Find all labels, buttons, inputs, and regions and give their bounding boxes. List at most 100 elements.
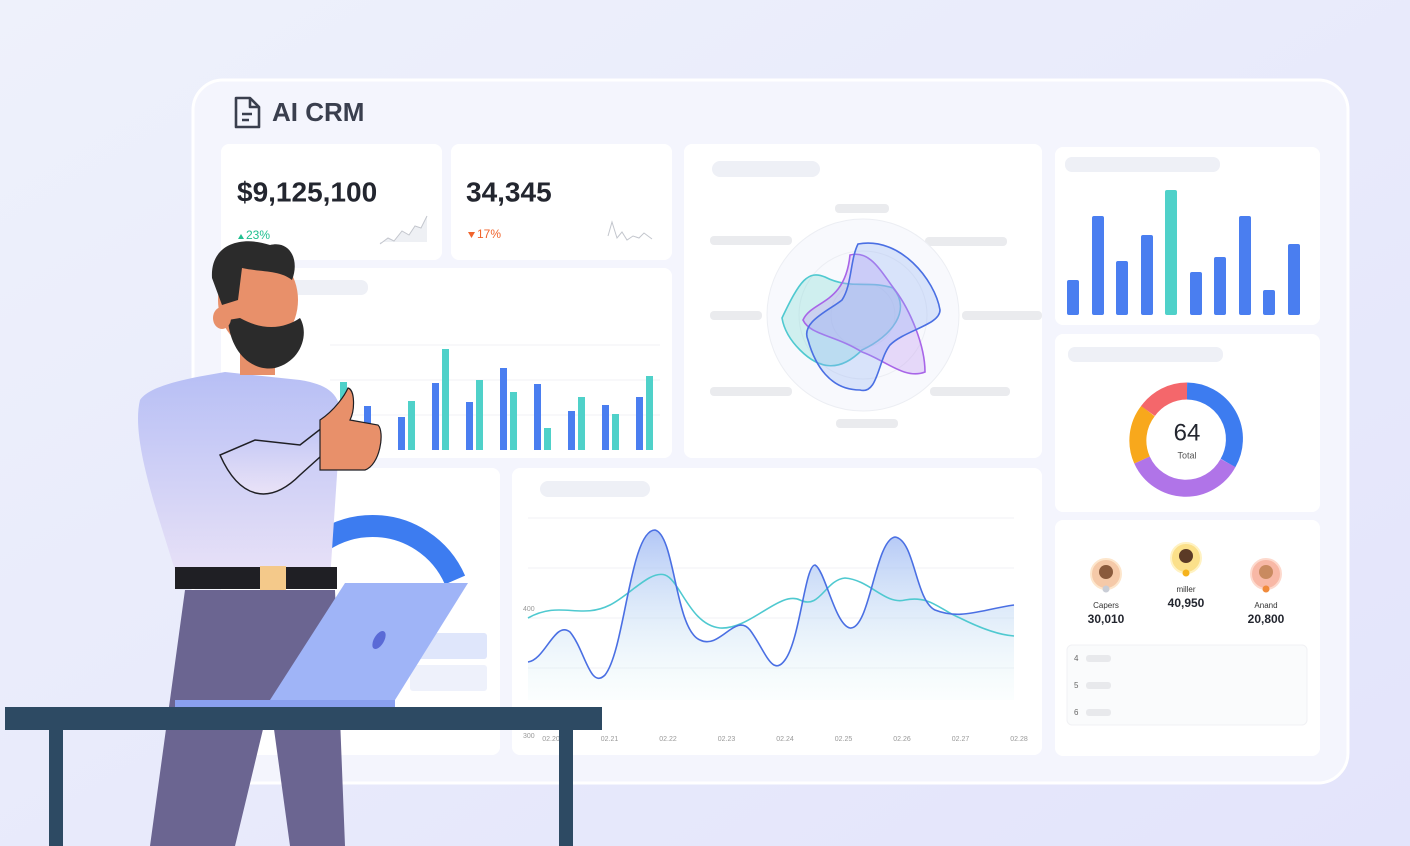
kpi-value: $9,125,100 xyxy=(237,176,377,207)
avatar xyxy=(1090,558,1122,593)
doc-icon-part xyxy=(234,96,261,129)
donut-part xyxy=(1129,405,1155,464)
avatar-part xyxy=(1259,565,1273,579)
bar-chart-part xyxy=(1092,216,1104,315)
donut-label: Total xyxy=(1177,450,1196,460)
radar-chart-part xyxy=(710,311,762,320)
down-arrow xyxy=(468,232,475,238)
grouped-bars-part xyxy=(398,417,405,450)
avatar xyxy=(1250,558,1282,593)
laptop-part xyxy=(372,630,386,650)
person-part xyxy=(260,566,286,590)
x-label: 02.20 xyxy=(542,736,560,743)
rank-number: 4 xyxy=(1074,654,1079,663)
up-arrow xyxy=(238,234,244,239)
line-chart-part xyxy=(540,481,650,497)
grouped-bars-part xyxy=(612,414,619,450)
grouped-bars-part xyxy=(500,368,507,450)
avatar-part xyxy=(1102,585,1110,593)
grouped-bars-part xyxy=(636,397,643,450)
x-label: 02.27 xyxy=(952,736,970,743)
y-label: 400 xyxy=(523,606,535,613)
rank-number: 6 xyxy=(1074,708,1079,717)
radar-chart-part xyxy=(802,253,926,375)
donut-part xyxy=(1141,382,1188,417)
radar-chart-part xyxy=(835,204,889,213)
kpi-card xyxy=(221,144,442,260)
radar-chart-part xyxy=(830,282,896,348)
leader-score: 30,010 xyxy=(1088,612,1125,626)
bar-chart-part xyxy=(1288,244,1300,315)
kpi-card xyxy=(451,144,672,260)
line-chart-part xyxy=(527,529,1015,679)
bar-chart-part xyxy=(1141,235,1153,315)
avatar-part xyxy=(1179,549,1193,563)
bar-chart-part xyxy=(1214,257,1226,315)
rank-number: 5 xyxy=(1074,681,1079,690)
grouped-bars-part xyxy=(476,380,483,450)
radar-chart-part xyxy=(962,311,1042,320)
bar-chart xyxy=(1065,157,1300,315)
bar-chart-part xyxy=(1190,272,1202,315)
avatar-part xyxy=(1099,565,1113,579)
placeholder xyxy=(1086,682,1111,689)
kpi-change: 17% xyxy=(477,227,501,241)
avatar xyxy=(1170,542,1202,577)
donut-value: 64 xyxy=(1174,419,1201,446)
bar-chart-part xyxy=(1116,261,1128,315)
laptop xyxy=(175,583,468,707)
doc-icon-part xyxy=(242,112,252,122)
donut-part xyxy=(1186,382,1243,468)
person-part xyxy=(228,318,304,369)
grouped-bars-part xyxy=(510,392,517,450)
person-part xyxy=(213,307,231,329)
x-labels: 02.20 02.21 02.22 02.23 02.24 02.25 02.26 02.27… xyxy=(542,736,1028,743)
x-label: 02.24 xyxy=(776,736,794,743)
sparkline xyxy=(380,216,427,244)
kpi-value: 34,345 xyxy=(466,176,552,207)
leader-score: 40,950 xyxy=(1168,596,1205,610)
radar-chart xyxy=(710,161,1042,428)
radar-chart-part xyxy=(712,161,820,177)
line-chart-part xyxy=(528,530,1014,700)
leader-score: 20,800 xyxy=(1248,612,1285,626)
donut-part xyxy=(1134,456,1236,497)
x-label: 02.23 xyxy=(718,736,736,743)
rank-list xyxy=(1066,644,1308,726)
bar-chart-part xyxy=(1065,157,1220,172)
grouped-bars-part xyxy=(442,349,449,450)
grouped-bars-part xyxy=(602,405,609,450)
app-title: AI CRM xyxy=(272,97,364,127)
laptop-part xyxy=(175,700,395,707)
person-part xyxy=(319,387,382,471)
person-part xyxy=(175,567,337,589)
grouped-bars-part xyxy=(578,397,585,450)
doc-icon xyxy=(234,96,261,129)
sparkline xyxy=(379,215,428,245)
radar-chart-part xyxy=(925,237,1007,246)
grouped-bars-part xyxy=(466,402,473,450)
grouped-bars-part xyxy=(568,411,575,450)
radar-chart-part xyxy=(805,242,941,392)
x-label: 02.22 xyxy=(659,736,677,743)
bar-chart-part xyxy=(1067,280,1079,315)
x-label: 02.28 xyxy=(1010,736,1028,743)
placeholder xyxy=(1086,709,1111,716)
grouped-bars-part xyxy=(408,401,415,450)
radar-chart-part xyxy=(710,236,792,245)
x-label: 02.25 xyxy=(835,736,853,743)
grouped-bars-part xyxy=(646,376,653,450)
doc-icon-part xyxy=(248,98,259,109)
line-chart-part xyxy=(527,573,1015,637)
x-label: 02.21 xyxy=(601,736,619,743)
bar-chart-part xyxy=(1263,290,1275,315)
avatar-part xyxy=(1182,569,1190,577)
grouped-bars-part xyxy=(534,384,541,450)
leader-name: Capers xyxy=(1093,601,1119,610)
bar-chart-part xyxy=(1165,190,1177,315)
radar-chart-part xyxy=(930,387,1010,396)
placeholder xyxy=(410,665,487,691)
x-label: 02.26 xyxy=(893,736,911,743)
desk-part xyxy=(49,730,63,846)
